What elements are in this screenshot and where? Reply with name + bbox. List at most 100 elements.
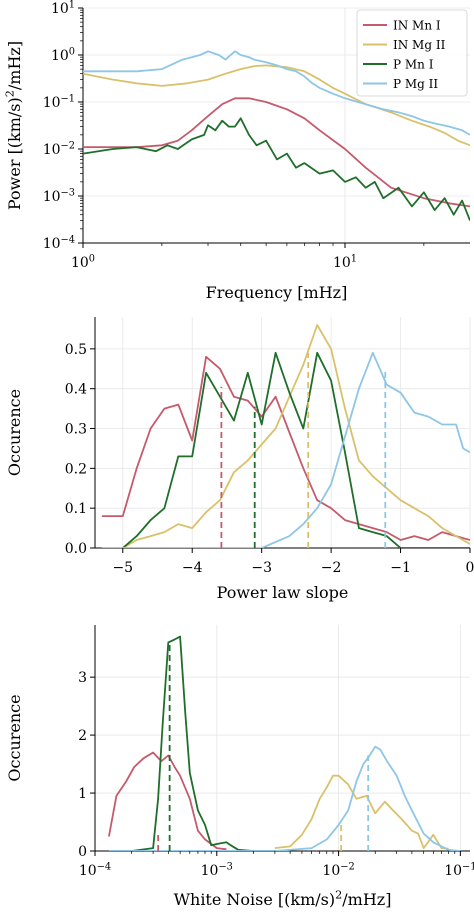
y-tick-label: 0.1: [65, 501, 87, 517]
data-point-p-mg-ii: [386, 761, 387, 762]
data-point-p-mn-i: [304, 163, 305, 164]
data-point-p-mg-ii: [396, 775, 397, 776]
data-point-p-mg-ii: [456, 424, 457, 425]
x-tick-label: −4: [182, 560, 203, 576]
data-point-in-mg-ii: [317, 324, 318, 325]
data-point-p-mg-ii: [331, 484, 332, 485]
data-point-in-mn-i: [233, 396, 234, 397]
data-point-in-mg-ii: [423, 848, 424, 849]
data-point-p-mn-i: [204, 134, 205, 135]
data-point-p-mg-ii: [411, 116, 412, 117]
panel-3: 10−4 10−3 10−2 10−1 0 1 2 3 White Noise [(km/s)2…: [5, 625, 474, 909]
data-point-in-mn-i: [197, 830, 198, 831]
data-point-in-mn-i: [116, 795, 117, 796]
plot-area: [101, 324, 470, 548]
y-tick-label: 1: [78, 786, 87, 802]
data-point-p-mn-i: [177, 148, 178, 149]
data-point-in-mn-i: [428, 539, 429, 540]
data-point-p-mn-i: [216, 843, 217, 844]
data-point-in-mn-i: [101, 516, 102, 517]
legend-label-p-mn-i: P Mn I: [393, 58, 434, 72]
data-point-p-mn-i: [226, 842, 227, 843]
data-point-p-mn-i: [411, 206, 412, 207]
data-point-p-mn-i: [434, 210, 435, 211]
series-line-p-mn-i: [122, 351, 470, 548]
data-point-in-mn-i: [191, 130, 192, 131]
data-point-p-mn-i: [372, 532, 373, 533]
data-point-in-mn-i: [317, 500, 318, 501]
x-tick-label: 101: [333, 253, 357, 271]
data-point-p-mn-i: [178, 456, 179, 457]
data-point-p-mg-ii: [449, 126, 450, 127]
x-tick-label: 10−1: [444, 861, 474, 879]
data-point-p-mn-i: [462, 200, 463, 201]
legend-label-p-mg-ii: P Mg II: [393, 77, 438, 91]
data-point-p-mn-i: [286, 153, 287, 154]
data-point-in-mg-ii: [401, 819, 402, 820]
data-point-in-mn-i: [391, 187, 392, 188]
data-point-p-mn-i: [289, 392, 290, 393]
legend-label-in-mg-ii: IN Mg II: [393, 38, 446, 52]
data-point-in-mg-ii: [433, 834, 434, 835]
data-point-in-mn-i: [204, 839, 205, 840]
x-tick-label: 10−2: [322, 861, 354, 879]
data-point-p-mg-ii: [356, 781, 357, 782]
data-point-in-mg-ii: [240, 69, 241, 70]
data-point-in-mg-ii: [161, 85, 162, 86]
data-point-in-mn-i: [344, 520, 345, 521]
data-point-in-mg-ii: [136, 83, 137, 84]
y-tick-label: 10−2: [43, 140, 75, 158]
y-tick-label: 0: [78, 844, 87, 860]
data-point-p-mn-i: [167, 145, 168, 146]
data-point-p-mn-i: [317, 352, 318, 353]
y-axis-title: Occurence: [5, 389, 24, 476]
data-point-p-mg-ii: [248, 57, 249, 58]
data-point-in-mn-i: [161, 145, 162, 146]
data-point-in-mg-ii: [136, 539, 137, 540]
data-point-p-mn-i: [303, 428, 304, 429]
data-point-in-mg-ii: [275, 428, 276, 429]
data-point-p-mn-i: [158, 798, 159, 799]
data-point-p-mg-ii: [311, 848, 312, 849]
data-point-in-mg-ii: [332, 87, 333, 88]
data-point-p-mg-ii: [317, 508, 318, 509]
data-point-p-mn-i: [319, 173, 320, 174]
data-point-p-mn-i: [240, 118, 241, 119]
data-point-p-mg-ii: [240, 54, 241, 55]
data-point-p-mg-ii: [404, 795, 405, 796]
data-point-p-mn-i: [423, 192, 424, 193]
data-point-in-mg-ii: [356, 798, 357, 799]
data-point-in-mg-ii: [457, 140, 458, 141]
data-point-p-mn-i: [222, 120, 223, 121]
data-point-p-mn-i: [211, 845, 212, 846]
data-point-p-mn-i: [234, 126, 235, 127]
data-point-in-mg-ii: [386, 488, 387, 489]
data-point-p-mg-ii: [433, 842, 434, 843]
data-point-in-mg-ii: [112, 79, 113, 80]
data-point-p-mn-i: [136, 536, 137, 537]
data-point-p-mg-ii: [348, 810, 349, 811]
data-point-p-mn-i: [230, 845, 231, 846]
data-point-in-mn-i: [177, 140, 178, 141]
data-point-in-mg-ii: [266, 65, 267, 66]
data-point-in-mn-i: [469, 206, 470, 207]
data-point-in-mn-i: [344, 148, 345, 149]
data-point-in-mn-i: [275, 396, 276, 397]
data-point-p-mg-ii: [375, 746, 376, 747]
data-point-p-mn-i: [207, 125, 208, 126]
data-point-in-mg-ii: [428, 516, 429, 517]
data-point-in-mg-ii: [304, 71, 305, 72]
series-line-p-mg-ii: [108, 745, 461, 851]
x-tick-label: −5: [112, 560, 133, 576]
data-point-p-mn-i: [398, 187, 399, 188]
data-point-p-mg-ii: [380, 749, 381, 750]
data-point-p-mg-ii: [423, 120, 424, 121]
panel-1: 100 101 10−4 10−3 10−2 10−1 100 101 Frequency [m…: [4, 0, 470, 302]
data-point-p-mg-ii: [344, 436, 345, 437]
data-point-in-mn-i: [192, 440, 193, 441]
data-point-p-mg-ii: [289, 536, 290, 537]
data-point-p-mn-i: [155, 151, 156, 152]
data-point-in-mg-ii: [456, 536, 457, 537]
data-point-p-mg-ii: [200, 54, 201, 55]
data-point-p-mg-ii: [319, 87, 320, 88]
